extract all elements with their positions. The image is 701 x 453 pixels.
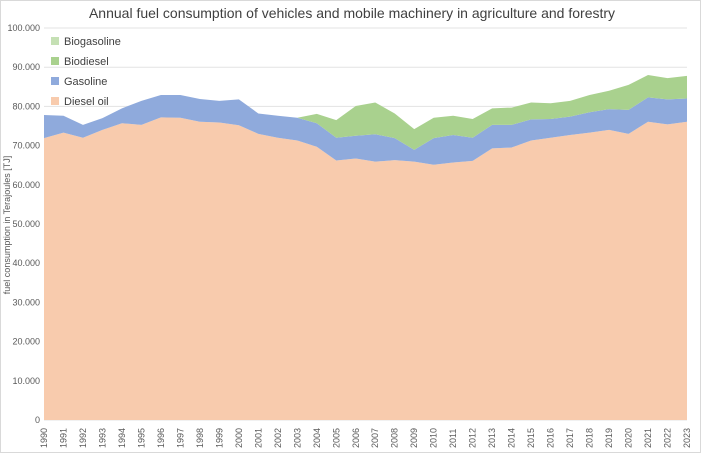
x-tick-label: 1997 bbox=[175, 428, 185, 448]
x-tick-label: 2021 bbox=[643, 428, 653, 448]
y-tick-label: 50.000 bbox=[12, 219, 40, 229]
x-tick-label: 2006 bbox=[351, 428, 361, 448]
x-tick-label: 2019 bbox=[604, 428, 614, 448]
area-diesel-oil bbox=[44, 117, 687, 420]
x-tick-label: 2013 bbox=[487, 428, 497, 448]
legend-label: Diesel oil bbox=[64, 96, 109, 108]
y-tick-label: 20.000 bbox=[12, 337, 40, 347]
x-tick-label: 2007 bbox=[370, 428, 380, 448]
x-tick-label: 2010 bbox=[429, 428, 439, 448]
legend-swatch bbox=[51, 37, 59, 45]
y-tick-label: 0 bbox=[35, 415, 40, 425]
x-tick-label: 1994 bbox=[117, 428, 127, 448]
x-tick-label: 2018 bbox=[585, 428, 595, 448]
x-tick-label: 2009 bbox=[409, 428, 419, 448]
x-tick-label: 1992 bbox=[78, 428, 88, 448]
y-tick-label: 40.000 bbox=[12, 258, 40, 268]
y-tick-label: 10.000 bbox=[12, 376, 40, 386]
x-tick-label: 2014 bbox=[507, 428, 517, 448]
x-tick-label: 1993 bbox=[97, 428, 107, 448]
x-tick-label: 2002 bbox=[273, 428, 283, 448]
x-tick-label: 2000 bbox=[234, 428, 244, 448]
x-tick-label: 2023 bbox=[682, 428, 692, 448]
y-axis-title: fuel consumption in Terajoules [TJ] bbox=[2, 156, 12, 294]
x-tick-label: 1991 bbox=[58, 428, 68, 448]
x-tick-label: 2017 bbox=[565, 428, 575, 448]
y-tick-label: 70.000 bbox=[12, 141, 40, 151]
y-tick-label: 100.000 bbox=[7, 23, 40, 33]
x-tick-label: 1990 bbox=[39, 428, 49, 448]
x-tick-label: 1998 bbox=[195, 428, 205, 448]
x-tick-label: 2001 bbox=[253, 428, 263, 448]
x-tick-label: 2015 bbox=[526, 428, 536, 448]
chart-title: Annual fuel consumption of vehicles and … bbox=[89, 5, 615, 21]
x-tick-label: 2003 bbox=[292, 428, 302, 448]
y-tick-label: 30.000 bbox=[12, 297, 40, 307]
legend-item: Gasoline bbox=[51, 76, 107, 88]
legend-swatch bbox=[51, 97, 59, 105]
y-tick-label: 60.000 bbox=[12, 180, 40, 190]
legend-label: Biodiesel bbox=[64, 56, 109, 68]
x-tick-label: 2020 bbox=[624, 428, 634, 448]
legend-item: Biogasoline bbox=[51, 36, 121, 48]
x-tick-label: 2022 bbox=[663, 428, 673, 448]
legend-item: Diesel oil bbox=[51, 96, 109, 108]
x-tick-label: 1996 bbox=[156, 428, 166, 448]
legend-item: Biodiesel bbox=[51, 56, 109, 68]
x-tick-label: 2005 bbox=[331, 428, 341, 448]
legend-label: Gasoline bbox=[64, 76, 107, 88]
x-tick-label: 2004 bbox=[312, 428, 322, 448]
x-tick-label: 2012 bbox=[468, 428, 478, 448]
area-biodiesel bbox=[44, 75, 687, 150]
area-gasoline bbox=[44, 95, 687, 165]
y-tick-label: 90.000 bbox=[12, 62, 40, 72]
legend-swatch bbox=[51, 57, 59, 65]
x-tick-label: 2008 bbox=[390, 428, 400, 448]
x-tick-label: 2011 bbox=[448, 429, 458, 448]
legend-label: Biogasoline bbox=[64, 36, 121, 48]
x-tick-label: 2016 bbox=[546, 428, 556, 448]
x-tick-label: 1999 bbox=[214, 428, 224, 448]
y-tick-label: 80.000 bbox=[12, 101, 40, 111]
x-tick-label: 1995 bbox=[136, 428, 146, 448]
legend-swatch bbox=[51, 77, 59, 85]
